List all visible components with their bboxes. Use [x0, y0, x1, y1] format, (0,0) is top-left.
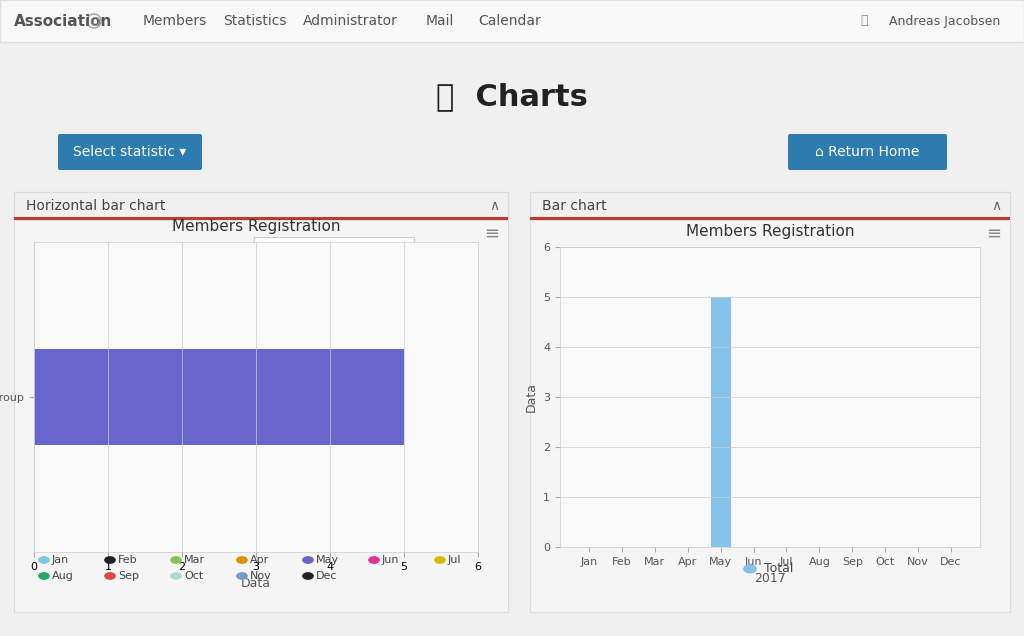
Text: Total: Total: [764, 562, 794, 576]
Text: Jul: Jul: [449, 555, 462, 565]
Text: Print chart: Print chart: [262, 244, 321, 254]
Text: Mar: Mar: [184, 555, 205, 565]
FancyBboxPatch shape: [788, 134, 947, 170]
Text: Aug: Aug: [52, 571, 74, 581]
Text: Jun: Jun: [382, 555, 399, 565]
Text: Nov: Nov: [250, 571, 271, 581]
Text: Download PDF document: Download PDF document: [262, 332, 402, 342]
Text: ∧: ∧: [991, 199, 1001, 213]
Text: Download PNG image: Download PNG image: [262, 288, 383, 298]
FancyBboxPatch shape: [254, 237, 414, 379]
Text: ⌂ Return Home: ⌂ Return Home: [815, 145, 920, 159]
Bar: [530, 217, 1010, 220]
Text: ≡: ≡: [986, 225, 1001, 243]
FancyBboxPatch shape: [58, 134, 202, 170]
Text: ≡: ≡: [484, 225, 500, 243]
X-axis label: Data: Data: [241, 577, 271, 590]
Text: Dec: Dec: [316, 571, 338, 581]
Text: Jan: Jan: [52, 555, 70, 565]
Text: Download JPEG image: Download JPEG image: [262, 310, 385, 320]
Text: Administrator: Administrator: [302, 14, 397, 28]
Title: Members Registration: Members Registration: [686, 224, 854, 239]
FancyBboxPatch shape: [14, 192, 508, 612]
Text: Download SVG vector image: Download SVG vector image: [262, 354, 422, 364]
Bar: [34, 349, 404, 445]
Text: Association: Association: [14, 13, 113, 29]
Text: Select statistic ▾: Select statistic ▾: [74, 145, 186, 159]
Text: Mail: Mail: [426, 14, 455, 28]
Text: ☺: ☺: [89, 16, 99, 26]
Text: Statistics: Statistics: [223, 14, 287, 28]
Text: Andreas Jacobsen: Andreas Jacobsen: [889, 15, 1000, 27]
Text: Oct: Oct: [184, 571, 203, 581]
Bar: [14, 217, 508, 220]
Text: May: May: [316, 555, 339, 565]
Text: 📊  Charts: 📊 Charts: [436, 83, 588, 111]
Text: Apr: Apr: [250, 555, 269, 565]
Bar: [254, 325, 414, 347]
Title: Members Registration: Members Registration: [172, 219, 340, 234]
Text: Bar chart: Bar chart: [542, 199, 606, 213]
X-axis label: 2017: 2017: [754, 572, 785, 585]
Text: Horizontal bar chart: Horizontal bar chart: [26, 199, 165, 213]
Text: 👤: 👤: [860, 15, 867, 27]
Bar: [711, 297, 730, 547]
Text: Feb: Feb: [118, 555, 137, 565]
Bar: [14, 192, 508, 220]
Text: Members: Members: [143, 14, 207, 28]
Text: Calendar: Calendar: [478, 14, 542, 28]
Text: ∧: ∧: [488, 199, 499, 213]
Y-axis label: Data: Data: [524, 382, 538, 412]
Bar: [530, 192, 1010, 220]
Text: Sep: Sep: [118, 571, 139, 581]
FancyBboxPatch shape: [530, 192, 1010, 612]
Bar: [0, 0, 1024, 42]
